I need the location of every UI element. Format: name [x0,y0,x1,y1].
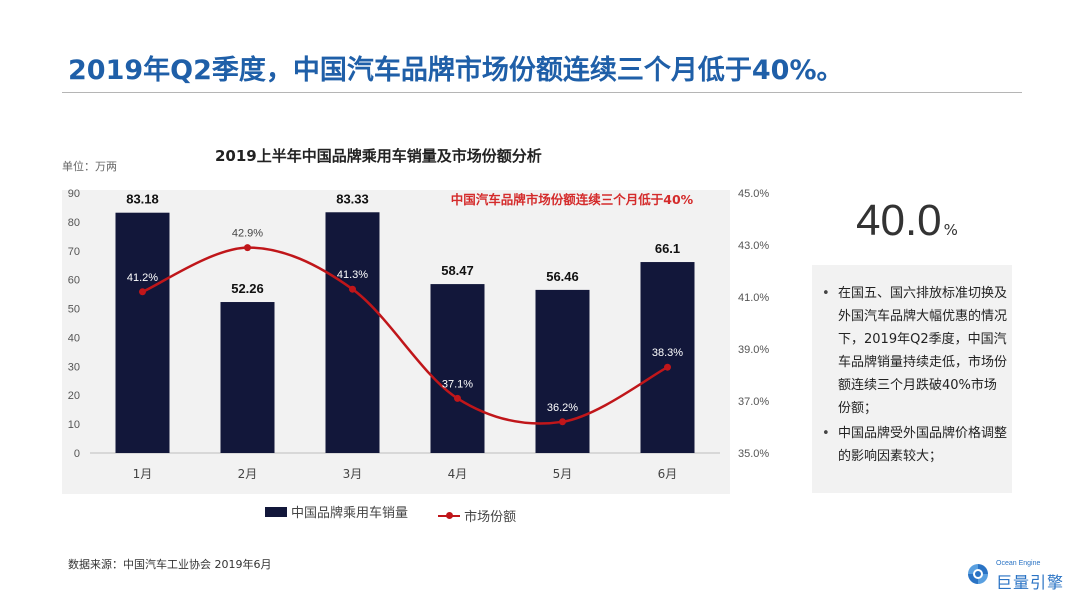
legend-label-sales: 中国品牌乘用车销量 [291,506,409,521]
share-point [664,363,671,371]
highlight-number: 40.0 [856,196,942,245]
y-right-tick-label: 35.0% [738,448,769,460]
bar-value-label: 83.18 [126,192,159,207]
share-point [454,394,461,402]
y-left-tick-label: 80 [68,217,80,229]
unit-label: 单位：万两 [62,160,117,173]
x-tick-label: 4月 [448,467,468,481]
data-source: 数据来源：中国汽车工业协会 2019年6月 [68,558,272,571]
share-point [349,285,356,293]
highlight-unit: % [943,221,958,239]
y-left-tick-label: 90 [68,188,80,200]
title-divider [62,92,1022,93]
y-left-tick-label: 60 [68,275,80,287]
y-right-tick-label: 45.0% [738,188,769,200]
chart-annotation: 中国汽车品牌市场份额连续三个月低于40% [451,192,694,207]
y-left-tick-label: 30 [68,361,80,373]
share-point [559,418,566,426]
slide-title: 2019年Q2季度，中国汽车品牌市场份额连续三个月低于40%。 [68,55,844,86]
logo-chinese: 巨量引擎 [996,573,1065,592]
x-tick-label: 3月 [343,467,363,481]
bar [535,289,590,453]
highlight-value: 40.0% [856,196,958,246]
share-value-label: 42.9% [232,228,263,240]
chart-legend: 中国品牌乘用车销量 市场份额 [265,502,542,525]
chart-panel [62,190,730,494]
legend-item-share: 市场份额 [438,506,516,525]
y-left-tick-label: 50 [68,304,80,316]
bullet-item: 在国五、国六排放标准切换及外国汽车品牌大幅优惠的情况下，2019年Q2季度，中国… [820,282,1008,420]
x-tick-label: 5月 [553,467,573,481]
share-line [142,246,669,425]
bar [325,212,380,453]
bar [430,284,485,453]
y-left-tick-label: 10 [68,419,80,431]
share-value-label: 37.1% [442,378,473,390]
legend-bar-swatch [265,506,287,517]
y-right-tick-label: 39.0% [738,344,769,356]
share-value-label: 36.2% [547,402,578,414]
legend-line-swatch [438,511,461,519]
bullet-item: 中国品牌受外国品牌价格调整的影响因素较大； [820,422,1008,468]
chart-title: 2019上半年中国品牌乘用车销量及市场份额分析 [215,147,542,165]
bar-value-label: 52.26 [231,281,264,296]
logo-mark-icon [968,564,988,584]
y-left-tick-label: 40 [68,332,80,344]
y-right-tick-label: 43.0% [738,240,769,252]
share-value-label: 41.3% [337,269,368,281]
brand-logo: Ocean Engine 巨量引擎 [966,558,1070,592]
y-left-tick-label: 20 [68,390,80,402]
x-tick-label: 2月 [238,467,258,481]
share-value-label: 38.3% [652,347,683,359]
y-left-tick-label: 0 [74,448,80,460]
share-point [244,244,251,252]
y-right-tick-label: 37.0% [738,396,769,408]
share-point [139,288,146,296]
bar [220,302,275,453]
summary-bullets: 在国五、国六排放标准切换及外国汽车品牌大幅优惠的情况下，2019年Q2季度，中国… [820,282,1008,470]
legend-item-sales: 中国品牌乘用车销量 [265,502,408,521]
legend-label-share: 市场份额 [464,510,517,525]
y-left-tick-label: 70 [68,246,80,258]
logo-english: Ocean Engine [996,560,1041,567]
share-value-label: 41.2% [127,272,158,284]
y-right-tick-label: 41.0% [738,292,769,304]
x-tick-label: 6月 [658,467,678,481]
x-tick-label: 1月 [133,467,153,481]
bar [640,262,695,453]
bar-value-label: 66.1 [655,241,680,256]
bar-value-label: 83.33 [336,191,369,206]
bar-value-label: 56.46 [546,269,579,284]
bar-value-label: 58.47 [441,263,474,278]
bar [115,212,170,453]
